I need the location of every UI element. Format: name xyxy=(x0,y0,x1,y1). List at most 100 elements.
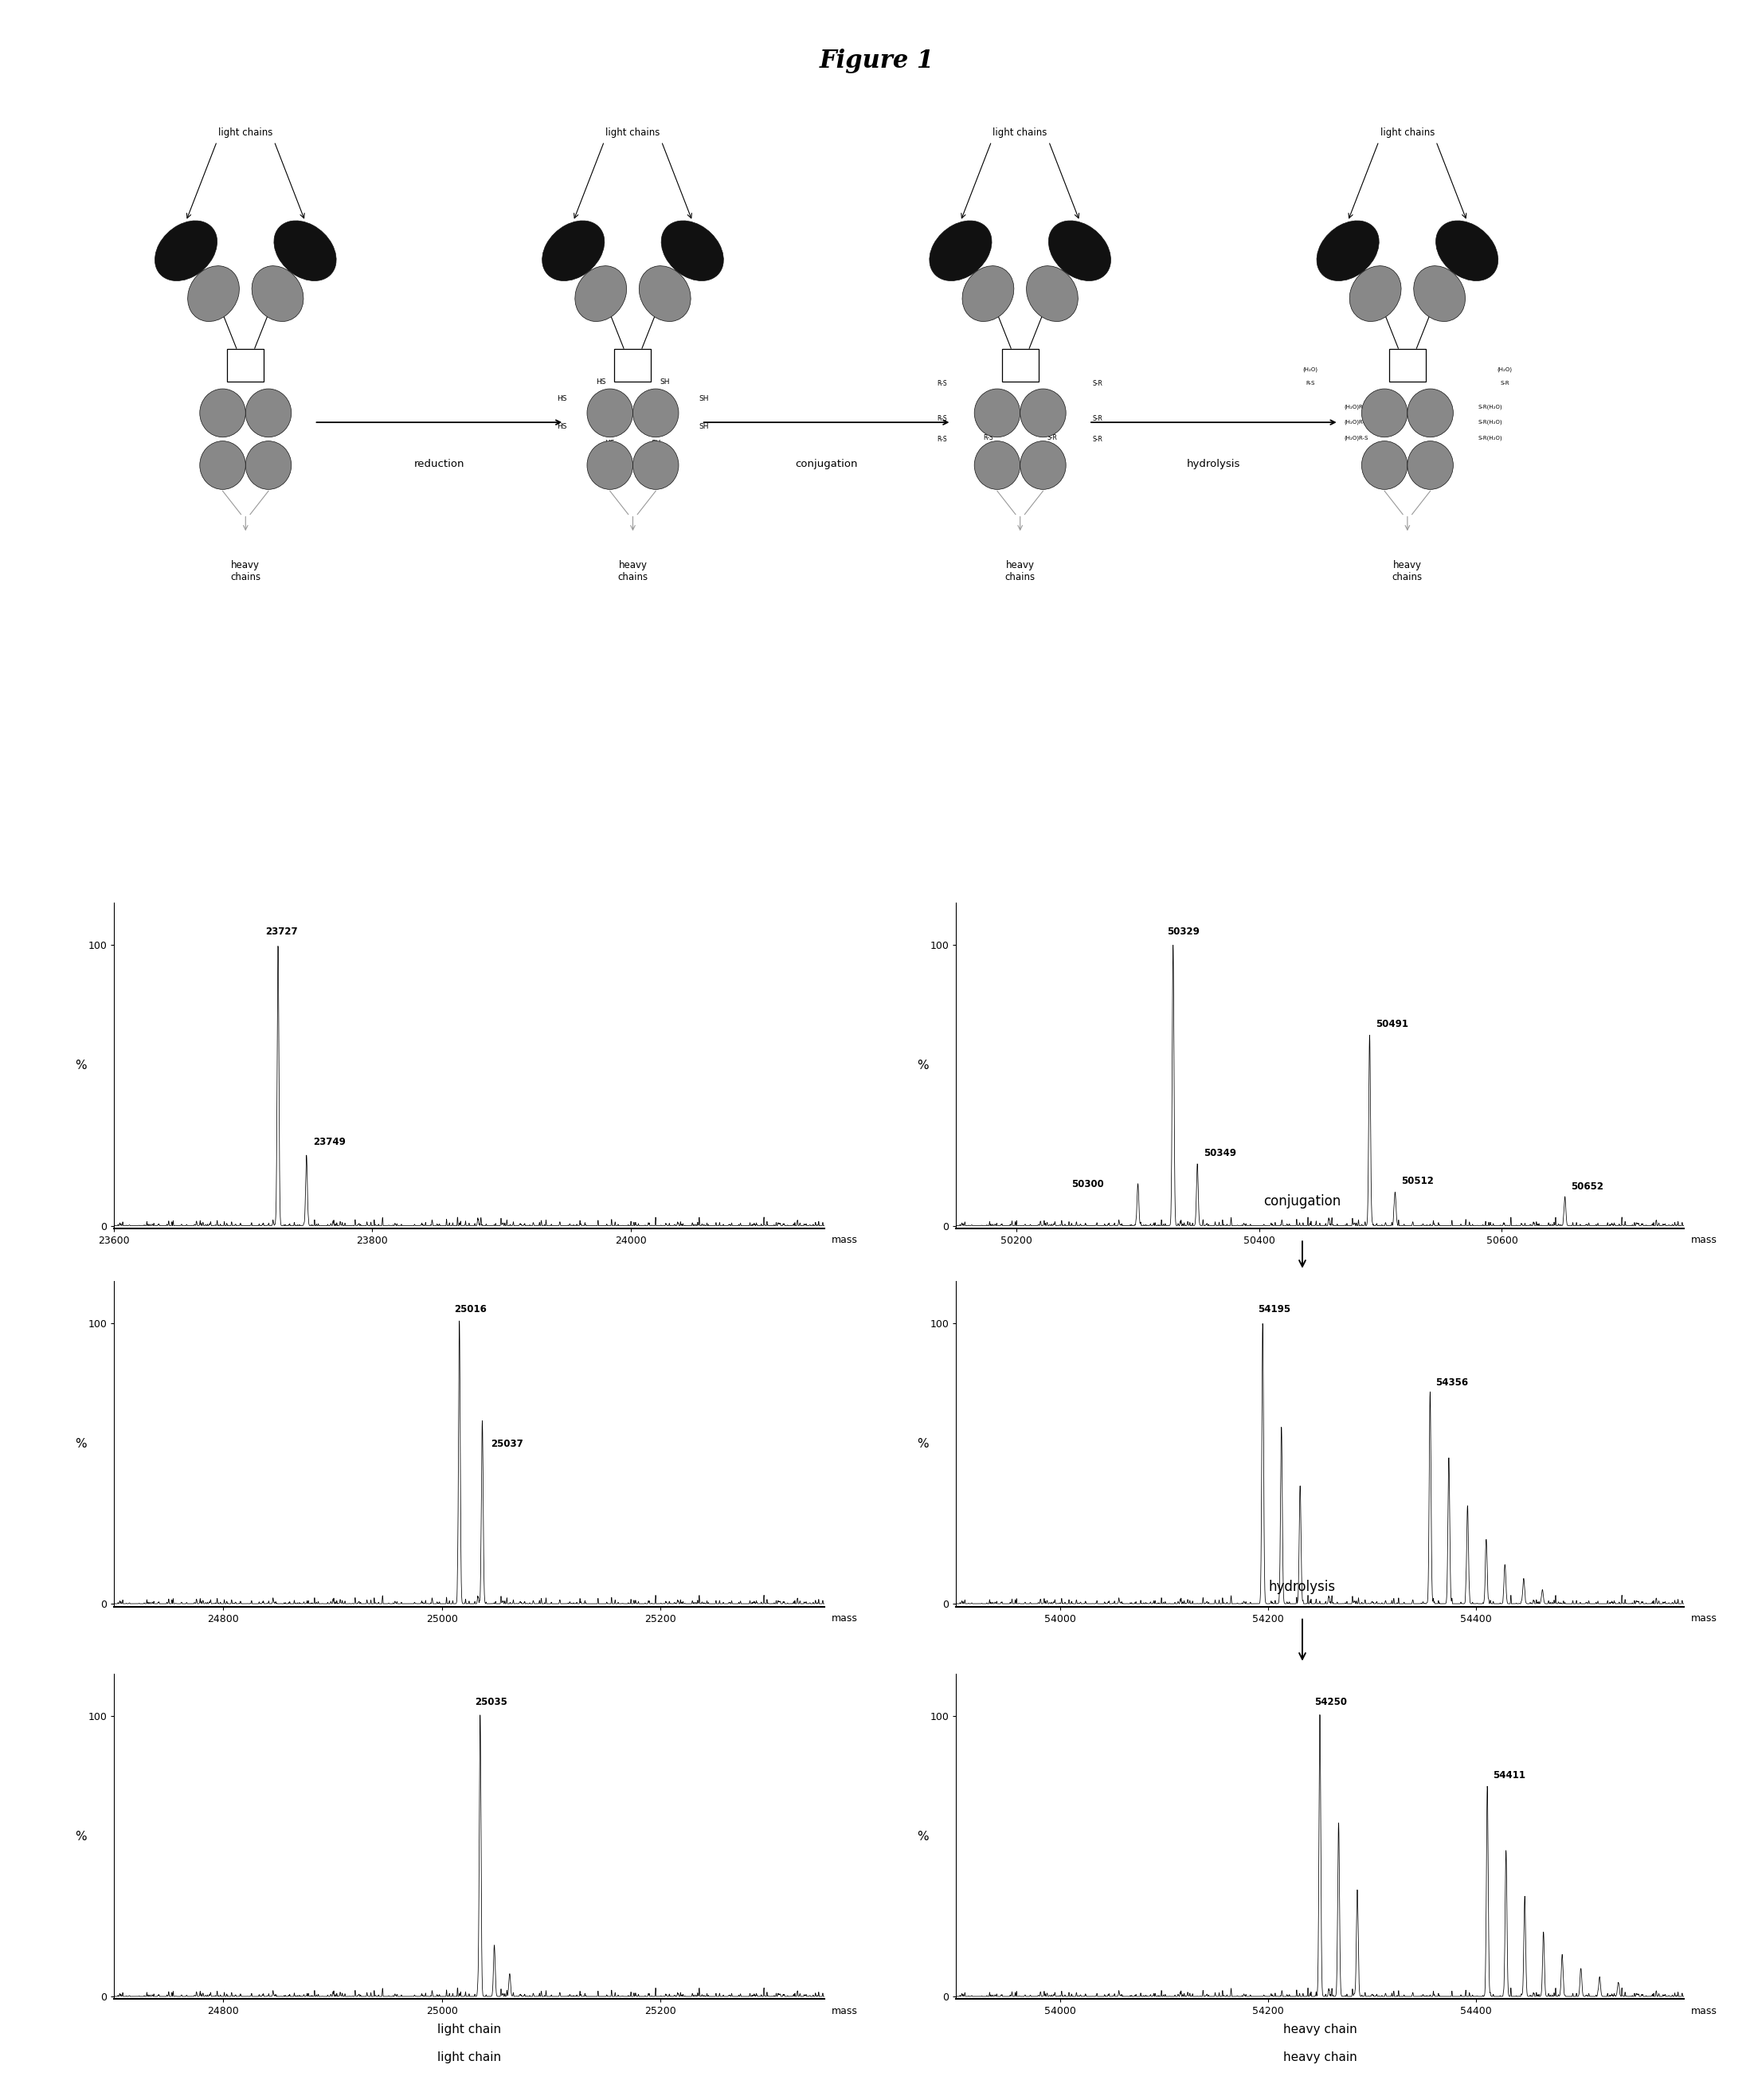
Ellipse shape xyxy=(1437,220,1498,281)
Text: S-R: S-R xyxy=(1500,380,1510,386)
Text: 54250: 54250 xyxy=(1316,1697,1347,1707)
Text: mass: mass xyxy=(831,1235,858,1245)
Text: 50300: 50300 xyxy=(1072,1178,1103,1189)
Ellipse shape xyxy=(200,441,246,489)
Ellipse shape xyxy=(638,267,691,321)
Text: 50349: 50349 xyxy=(1203,1149,1237,1159)
Text: S-R: S-R xyxy=(1093,416,1103,422)
Text: S-R(H₂O): S-R(H₂O) xyxy=(1477,420,1501,424)
Ellipse shape xyxy=(1317,220,1379,281)
Text: (H₂O): (H₂O) xyxy=(1303,367,1317,372)
Text: (H₂O)R-S: (H₂O)R-S xyxy=(1344,435,1368,441)
Ellipse shape xyxy=(1026,267,1079,321)
Ellipse shape xyxy=(1361,441,1407,489)
Text: 50652: 50652 xyxy=(1572,1182,1603,1193)
Text: 50329: 50329 xyxy=(1166,926,1200,937)
Ellipse shape xyxy=(253,267,303,321)
Text: 23727: 23727 xyxy=(265,926,298,937)
Ellipse shape xyxy=(588,388,633,437)
Ellipse shape xyxy=(1407,388,1454,437)
Y-axis label: %: % xyxy=(75,1060,88,1071)
Text: SH: SH xyxy=(698,395,709,403)
Text: mass: mass xyxy=(831,2006,858,2016)
Ellipse shape xyxy=(575,267,626,321)
Text: light chains: light chains xyxy=(993,128,1047,139)
Text: R-S: R-S xyxy=(937,437,947,443)
Text: SH: SH xyxy=(660,378,670,386)
Ellipse shape xyxy=(200,388,246,437)
Ellipse shape xyxy=(661,220,723,281)
Text: 23749: 23749 xyxy=(312,1136,346,1147)
Text: 54356: 54356 xyxy=(1435,1378,1468,1388)
Ellipse shape xyxy=(246,441,291,489)
Ellipse shape xyxy=(930,220,991,281)
Text: mass: mass xyxy=(1691,2006,1717,2016)
Y-axis label: %: % xyxy=(917,1831,930,1842)
Text: S-R: S-R xyxy=(1093,437,1103,443)
Text: heavy
chains: heavy chains xyxy=(230,561,261,582)
Text: light chain: light chain xyxy=(437,2052,502,2064)
Text: R-S: R-S xyxy=(1305,380,1314,386)
Text: (H₂O): (H₂O) xyxy=(1498,367,1512,372)
Ellipse shape xyxy=(588,441,633,489)
Text: 50512: 50512 xyxy=(1401,1176,1433,1186)
Bar xyxy=(228,349,263,382)
Text: S-R: S-R xyxy=(1093,380,1103,386)
Text: R-S: R-S xyxy=(937,380,947,386)
Text: HS: HS xyxy=(605,439,616,447)
Ellipse shape xyxy=(963,267,1014,321)
Text: heavy
chains: heavy chains xyxy=(1005,561,1035,582)
Y-axis label: %: % xyxy=(75,1831,88,1842)
Text: R-S: R-S xyxy=(937,416,947,422)
Ellipse shape xyxy=(246,388,291,437)
Text: mass: mass xyxy=(831,1613,858,1623)
Ellipse shape xyxy=(188,267,239,321)
Text: R-S: R-S xyxy=(982,435,993,441)
Text: heavy chain: heavy chain xyxy=(1282,2052,1358,2064)
Text: Figure 1: Figure 1 xyxy=(819,48,935,74)
X-axis label: heavy chain: heavy chain xyxy=(1282,2024,1358,2035)
Text: HS: HS xyxy=(596,378,605,386)
Ellipse shape xyxy=(1361,388,1407,437)
Text: SH: SH xyxy=(698,422,709,430)
Text: light chains: light chains xyxy=(1380,128,1435,139)
Text: HS: HS xyxy=(556,422,567,430)
Text: conjugation: conjugation xyxy=(795,460,858,470)
Text: HS: HS xyxy=(605,416,616,422)
Text: 54411: 54411 xyxy=(1493,1770,1526,1781)
Ellipse shape xyxy=(973,388,1021,437)
Y-axis label: %: % xyxy=(75,1438,88,1449)
Bar xyxy=(1002,349,1038,382)
Text: heavy
chains: heavy chains xyxy=(1393,561,1422,582)
Ellipse shape xyxy=(1407,441,1454,489)
Text: conjugation: conjugation xyxy=(1263,1195,1342,1210)
Ellipse shape xyxy=(1414,267,1465,321)
Text: 50491: 50491 xyxy=(1375,1018,1408,1029)
Ellipse shape xyxy=(274,220,337,281)
Text: mass: mass xyxy=(1691,1235,1717,1245)
Text: 25016: 25016 xyxy=(454,1304,486,1315)
Text: SH: SH xyxy=(651,416,661,422)
Text: 25037: 25037 xyxy=(491,1438,523,1449)
Bar xyxy=(1389,349,1426,382)
Ellipse shape xyxy=(542,220,605,281)
Ellipse shape xyxy=(1021,388,1066,437)
Ellipse shape xyxy=(973,441,1021,489)
Text: 25035: 25035 xyxy=(475,1697,507,1707)
Text: HS: HS xyxy=(556,395,567,403)
Text: R-S: R-S xyxy=(982,412,993,420)
Text: light chains: light chains xyxy=(605,128,660,139)
Text: S-R: S-R xyxy=(1047,435,1058,441)
X-axis label: light chain: light chain xyxy=(437,2024,502,2035)
Ellipse shape xyxy=(633,388,679,437)
Text: S-R(H₂O): S-R(H₂O) xyxy=(1477,435,1501,441)
Text: hydrolysis: hydrolysis xyxy=(1187,460,1240,470)
Ellipse shape xyxy=(154,220,217,281)
Text: (H₂O)R-S: (H₂O)R-S xyxy=(1344,403,1368,410)
Bar xyxy=(614,349,651,382)
Text: 54195: 54195 xyxy=(1258,1304,1291,1315)
Text: S-R: S-R xyxy=(1047,412,1058,420)
Text: heavy
chains: heavy chains xyxy=(617,561,647,582)
Text: mass: mass xyxy=(1691,1613,1717,1623)
Text: SH: SH xyxy=(651,439,661,447)
